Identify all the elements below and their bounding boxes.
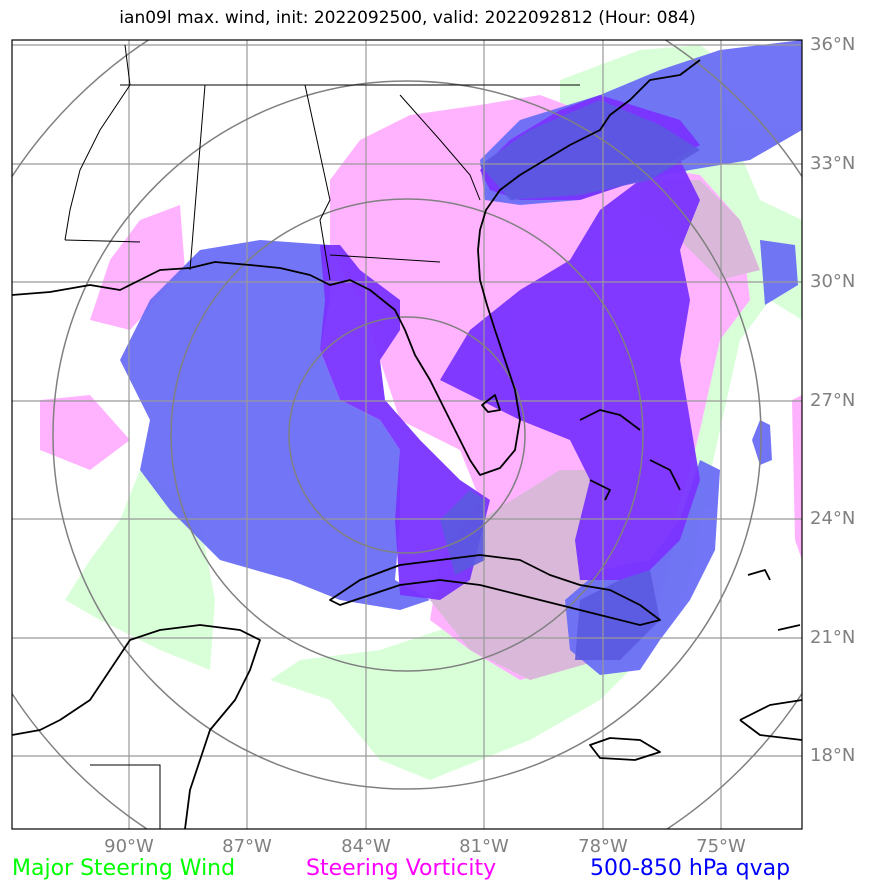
legend-qvap: 500-850 hPa qvap [590, 856, 791, 881]
lon-label-78: 78°W [578, 836, 628, 857]
lat-label-33: 33°N [810, 153, 856, 174]
lat-label-21: 21°N [810, 627, 856, 648]
map-frame [11, 39, 803, 830]
lon-label-81: 81°W [459, 836, 509, 857]
legend-steering-vorticity: Steering Vorticity [306, 856, 497, 881]
lat-label-36: 36°N [810, 34, 856, 55]
legend-steering-wind: Major Steering Wind [12, 856, 236, 881]
lon-label-84: 84°W [341, 836, 391, 857]
lat-label-18: 18°N [810, 745, 856, 766]
lat-label-30: 30°N [810, 271, 856, 292]
lon-label-90: 90°W [104, 836, 154, 857]
map-title: ian09l max. wind, init: 2022092500, vali… [119, 8, 696, 28]
lon-label-75: 75°W [696, 836, 746, 857]
lat-label-27: 27°N [810, 390, 856, 411]
lat-label-24: 24°N [810, 508, 856, 529]
state-borders [64, 44, 580, 829]
lon-label-87: 87°W [222, 836, 272, 857]
graticule [12, 40, 802, 829]
coastlines [12, 59, 802, 829]
